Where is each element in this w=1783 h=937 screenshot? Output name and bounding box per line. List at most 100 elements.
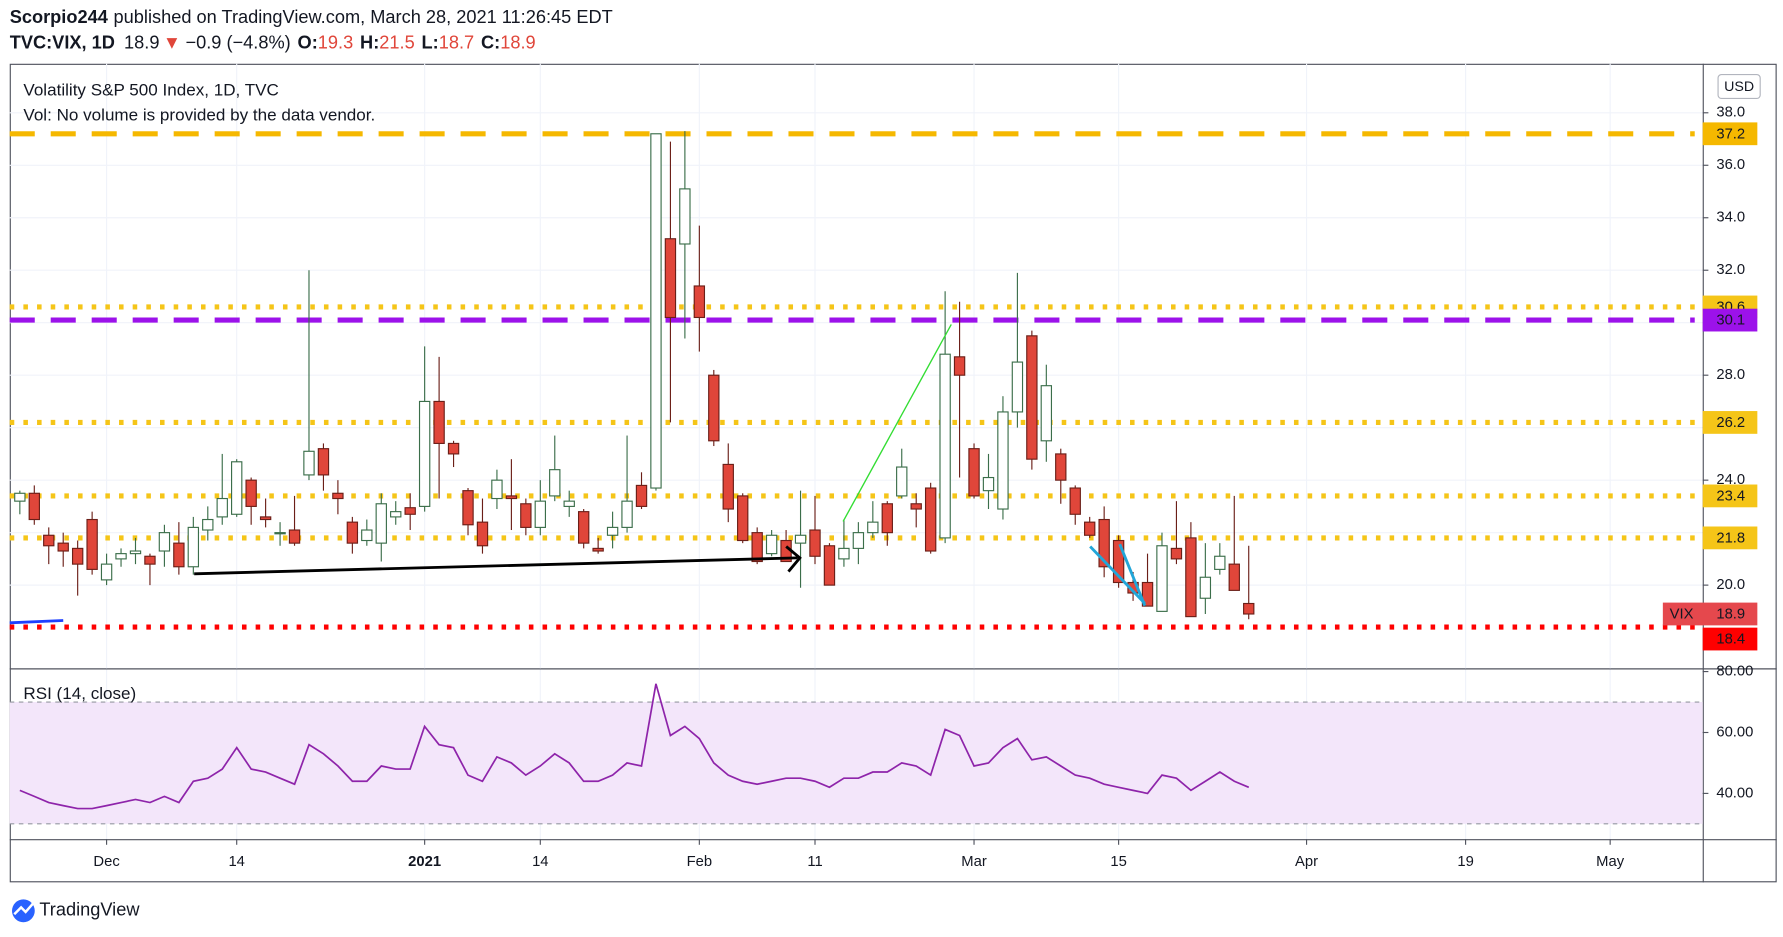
trend-line [842,324,952,522]
trend-line [1118,543,1147,607]
candle-body [679,188,691,245]
last-price-tag [1662,602,1758,626]
candle-body [1199,576,1212,599]
ohlc-value: 18.9 [500,32,535,52]
symbol: TVC:VIX, 1D [10,32,115,52]
candle-body [968,448,980,497]
x-tick-label: Dec [93,854,120,870]
level-tag [1702,484,1758,508]
footer-logo [11,899,35,923]
candle-body [881,503,893,534]
volume-note: Vol: No volume is provided by the data v… [23,106,375,125]
candle-body [231,461,243,515]
x-tick-label: 11 [807,854,822,870]
candle-body [867,521,879,534]
y-tick-label: 40.00 [1716,785,1753,801]
candle-body [1011,361,1024,413]
level-tag-label: 30.1 [1716,313,1745,329]
level-tag [1702,526,1758,550]
candles [14,131,1255,620]
candle-body [1228,563,1240,591]
candle-body [390,511,402,518]
y-tick-label: 32.0 [1716,262,1745,278]
candle-body [57,542,69,552]
last-price-label: 18.9 [1716,606,1745,622]
candle-body [809,529,821,557]
candle-body [664,238,677,319]
candle-body [1026,335,1038,460]
candle-body [1084,521,1096,536]
trend-line [1089,545,1146,605]
candle-body [346,521,359,544]
ohlc-value: 18.7 [439,32,474,52]
level-tag [1702,308,1758,332]
y-tick-label: 80.00 [1716,663,1753,679]
last-price-name: VIX [1670,606,1694,622]
candle-body [577,511,590,544]
candle-body [606,526,619,536]
candle-body [317,448,330,476]
candle-body [534,500,547,528]
level-tag-label: 26.2 [1716,415,1745,431]
candle-body [982,476,995,492]
ohlc-value: 21.5 [379,32,414,52]
candle-body [158,532,171,552]
candle-body [1098,518,1110,568]
y-tick-label: 28.0 [1716,367,1745,383]
candle-body [71,547,84,565]
trend-arrow [194,556,798,576]
candle-body [1185,537,1197,618]
candle-body [650,133,662,489]
level-tag [1702,122,1758,146]
currency: USD [1724,79,1754,95]
published: published on TradingView.com, March 28, … [114,7,613,27]
candle-body [751,532,763,563]
candle-body [1112,539,1125,584]
candle-body [939,353,951,539]
change-arrow: ▼ [163,32,181,52]
candle-body [447,442,460,455]
candle-body [592,547,604,552]
candle-body [245,479,257,507]
candle-body [361,529,373,542]
candle-body [693,285,706,319]
level-tag-label: 37.2 [1716,126,1745,142]
y-tick-label: 60.00 [1716,724,1753,740]
candle-body [404,507,416,515]
candle-body [14,492,26,502]
symbol-line: TVC:VIX, 1D 18.9 ▼ −0.9 (−4.8%) O:19.3 H:21.5… [10,32,536,52]
candle-body [924,487,937,552]
x-tick-label: 19 [1457,854,1473,870]
rsi-legend: RSI (14, close) [23,684,136,703]
candle-body [737,495,749,542]
header-line: Scorpio244 published on TradingView.com, … [10,7,613,27]
level-tag-label: 18.4 [1716,632,1745,648]
candle-body [1069,487,1081,515]
x-tick-label: 14 [228,854,244,870]
x-tick-label: 15 [1110,854,1126,870]
candle-body [187,526,200,568]
footer-brand: TradingView [39,900,140,920]
candle-body [303,450,315,476]
candle-body [563,500,575,507]
candle-body [505,495,518,500]
y-tick-label: 24.0 [1716,472,1745,488]
series-legend: Volatility S&P 500 Index, 1D, TVC [23,81,278,100]
candle-body [997,411,1009,510]
candle-body [173,542,185,568]
level-tag [1702,411,1758,434]
candle-body [765,534,778,555]
candle-body [896,466,908,497]
x-tick-label: Feb [687,854,712,870]
candle-body [375,503,387,544]
candle-body [202,518,214,531]
candle-body [144,555,156,565]
candle-body [1141,581,1154,607]
candle-body [1156,545,1168,612]
level-tag-label: 23.4 [1716,488,1745,504]
candle-body [852,532,865,549]
author: Scorpio244 [10,7,109,27]
